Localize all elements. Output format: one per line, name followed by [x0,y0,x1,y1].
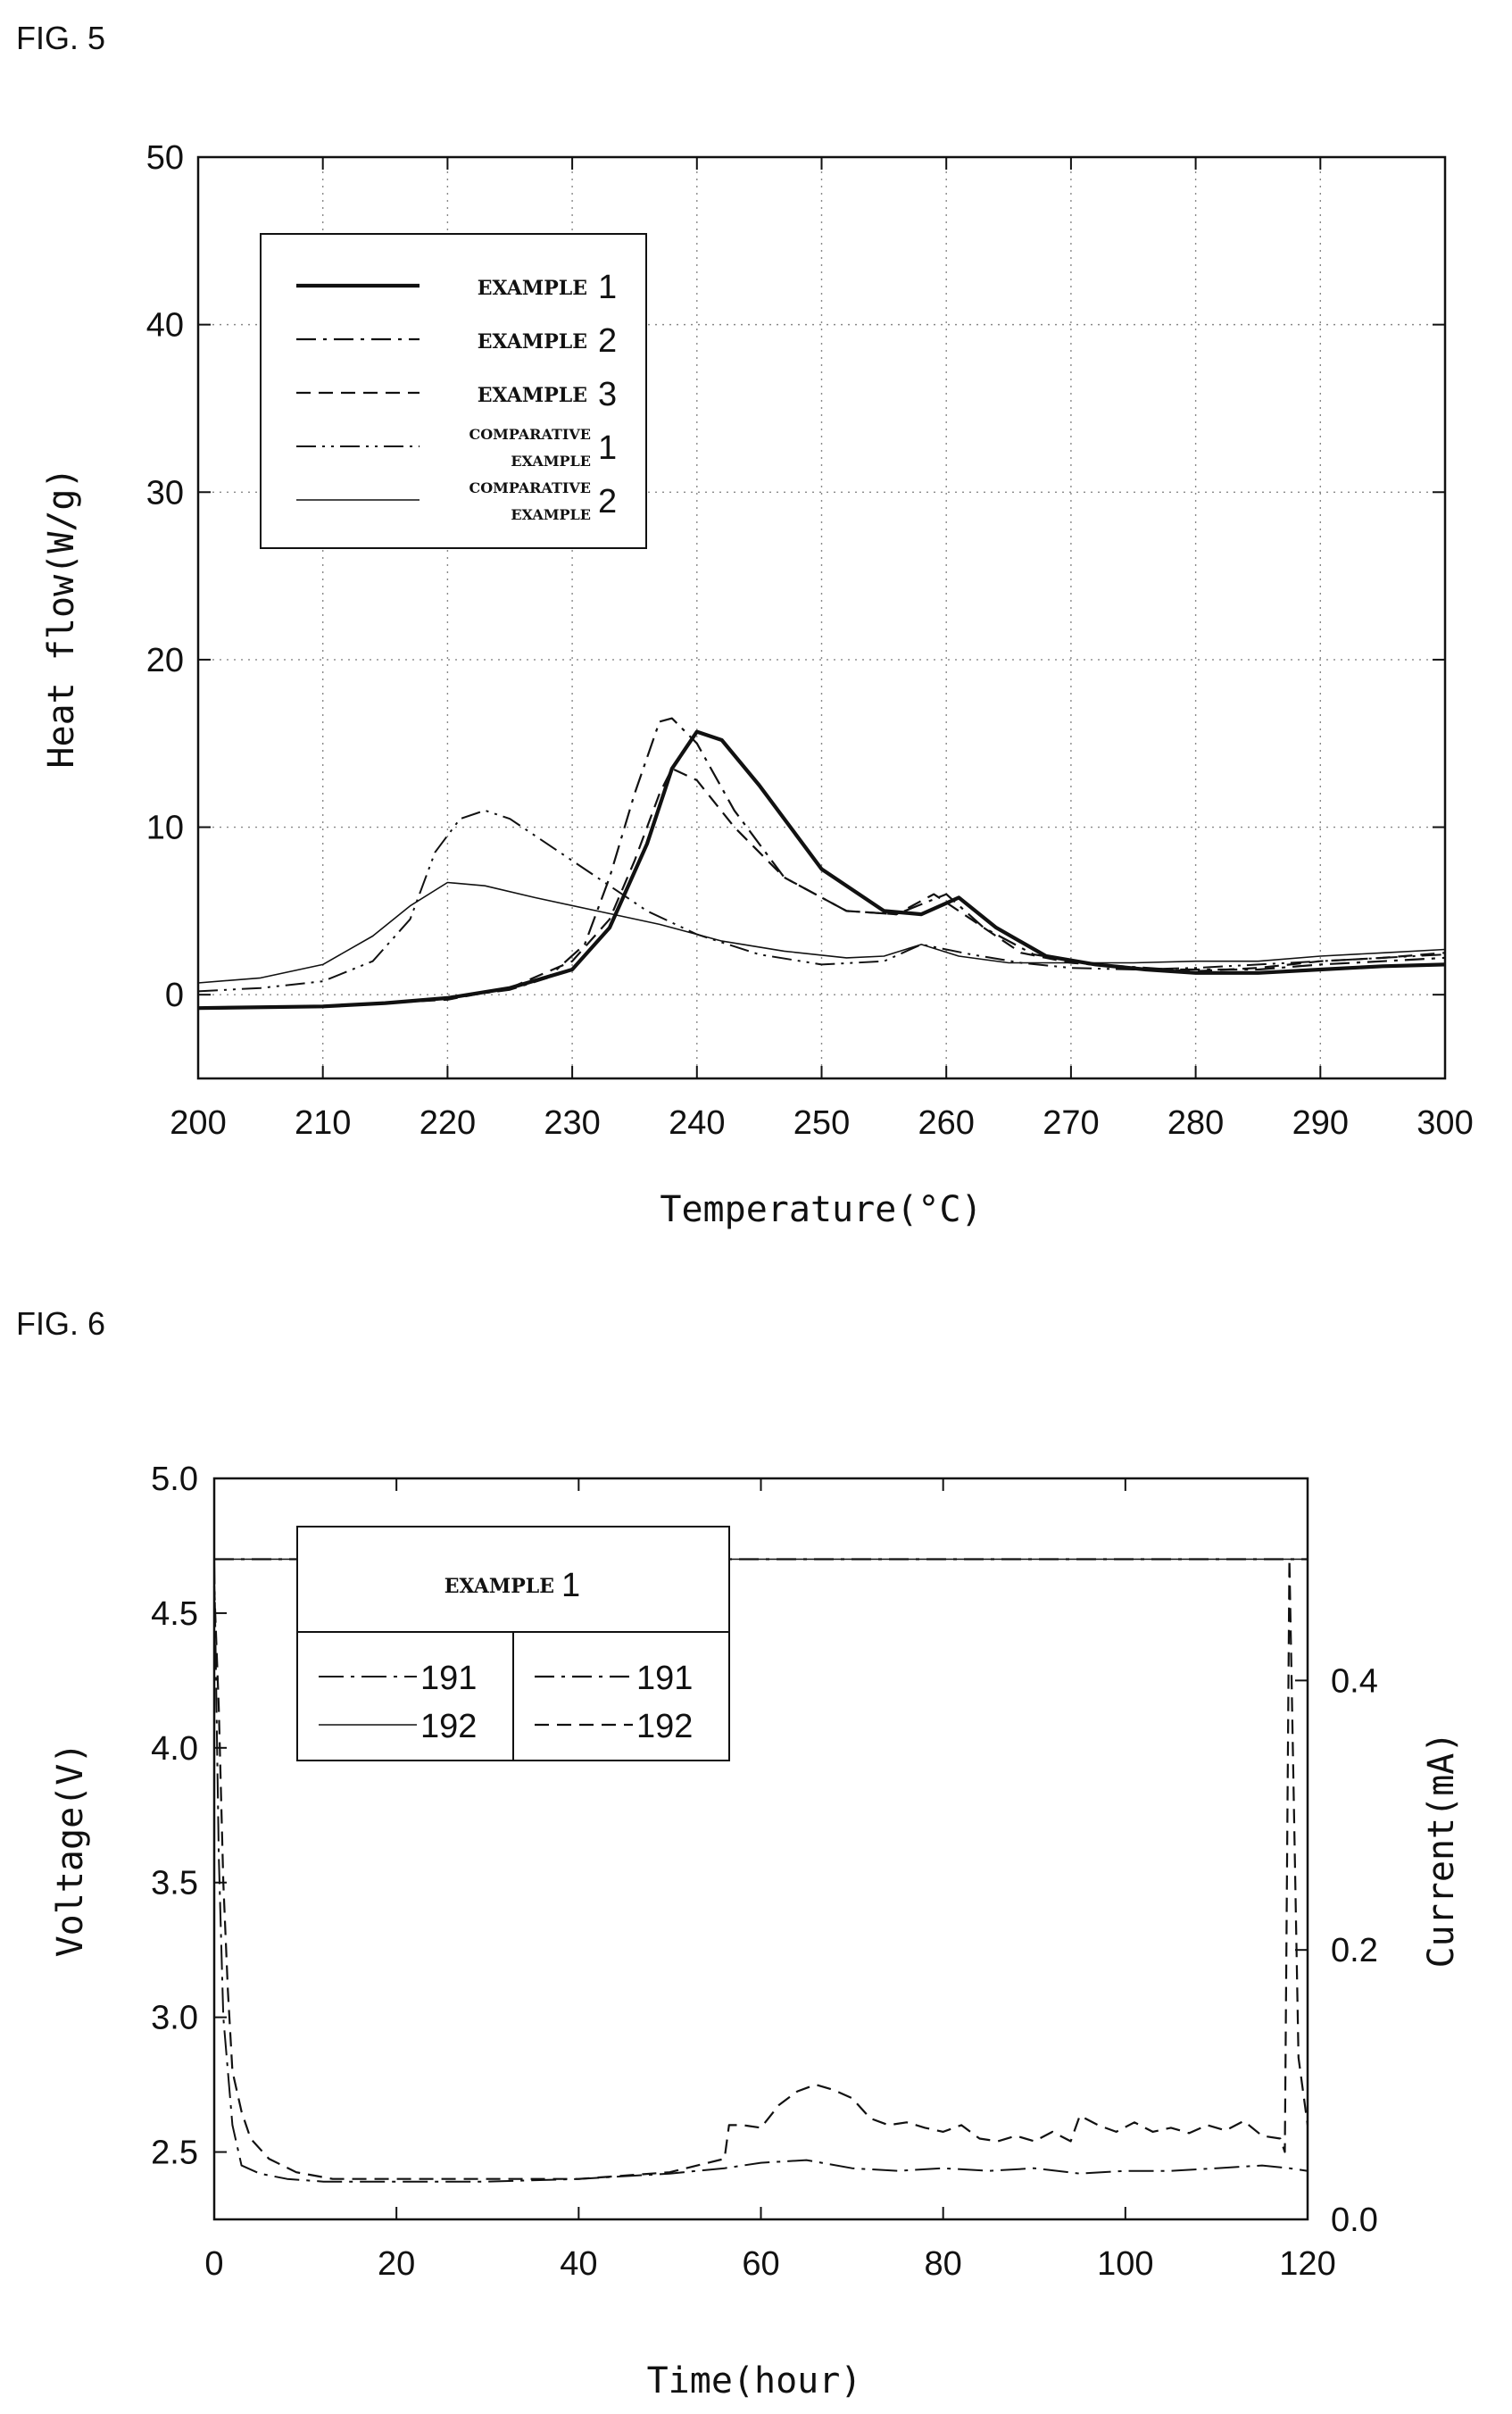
legend: EXAMPLE 1 EXAMPLE 2 EXAMPLE 3 COMPARATIVE EXAMP… [260,233,647,549]
x-tick-label: 290 [1292,1104,1349,1142]
legend-number: 2 [598,483,617,520]
legend: EXAMPLE 1 191 191 192 192 [296,1526,730,1761]
series-group [197,717,1446,1011]
y-tick-label: 30 [146,474,184,512]
y-tick-label: 3.5 [151,1865,198,1902]
x-axis-label: Temperature(°C) [660,1189,982,1230]
y-tick-label: 4.0 [151,1730,198,1768]
x-tick-label: 80 [925,2245,962,2283]
series-line-3 [197,767,1446,1010]
x-tick-label: 120 [1279,2245,1335,2283]
legend-box [260,233,647,549]
legend-label: 191 [636,1660,693,1697]
x-tick-label: 200 [170,1104,226,1142]
tick-group: 200 210 220 230 240 250 260 270 280 290 3000102030… [146,139,1474,1142]
legend-number: 3 [598,376,617,413]
legend-title-word: EXAMPLE [444,1575,554,1598]
legend-word: EXAMPLE [511,453,591,470]
x-axis-label: Time(hour) [647,2360,862,2402]
y-axis-label: Voltage(V) [50,1743,91,1958]
x-tick-label: 270 [1043,1104,1099,1142]
y-tick-label: 0 [165,977,184,1014]
legend-number: 2 [598,322,617,360]
y-tick-label: 50 [146,139,184,177]
x-tick-label: 300 [1416,1104,1473,1142]
x-tick-label: 20 [378,2245,415,2283]
x-tick-label: 280 [1167,1104,1224,1142]
legend-word: EXAMPLE [511,506,591,523]
y-axis-label: Heat flow(W/g) [41,467,82,768]
x-tick-label: 240 [669,1104,725,1142]
x-tick-label: 60 [742,2245,779,2283]
legend-word: COMPARATIVE [469,426,592,443]
legend-word: EXAMPLE [478,384,587,407]
series-line-1 [197,729,1446,1011]
y-tick-label: 3.0 [151,2000,198,2037]
y-right-tick-label: 0.0 [1331,2202,1378,2239]
legend-label: 192 [420,1708,477,1745]
legend-word: COMPARATIVE [469,479,592,496]
series-line-4 [197,809,1446,993]
legend-label: 191 [420,1660,477,1697]
y-tick-label: 10 [146,810,184,847]
voltage-current-chart: 0 20 40 60 80 100 120 2.5 3.0 3.5 4.0 4.5 5.0 0.0 0.2 0… [50,1461,1462,2402]
series-line-5 [197,881,1446,984]
fig6-label: FIG. 6 [16,1305,106,1342]
y-right-tick-label: 0.4 [1331,1662,1378,1700]
y-right-tick-label: 0.2 [1331,1932,1378,1969]
legend-number: 1 [598,269,617,306]
heat-flow-chart: 200 210 220 230 240 250 260 270 280 290 3000102030… [41,139,1474,1230]
y-tick-label: 5.0 [151,1461,198,1498]
fig5-label: FIG. 5 [16,20,106,56]
y-tick-label: 2.5 [151,2135,198,2172]
y-tick-label: 4.5 [151,1595,198,1633]
x-tick-label: 220 [420,1104,476,1142]
legend-number: 1 [598,429,617,467]
x-tick-label: 210 [295,1104,351,1142]
y-axis-right-label: Current(mA) [1421,1732,1462,1969]
x-tick-label: 250 [793,1104,850,1142]
series-line-4 [212,1558,1309,2180]
x-tick-label: 40 [560,2245,597,2283]
tick-group: 0 20 40 60 80 100 120 2.5 3.0 3.5 4.0 4.5 5.0 0.0 0.2 0… [151,1461,1378,2283]
y-tick-label: 40 [146,307,184,345]
legend-word: EXAMPLE [478,277,587,300]
x-tick-label: 230 [544,1104,600,1142]
legend-label: 192 [636,1708,693,1745]
legend-word: EXAMPLE [478,330,587,354]
legend-title-number: 1 [561,1567,580,1604]
x-tick-label: 0 [204,2245,223,2283]
x-tick-label: 260 [918,1104,974,1142]
series-line-1 [213,1559,1308,2183]
x-tick-label: 100 [1097,2245,1153,2283]
y-tick-label: 20 [146,642,184,679]
